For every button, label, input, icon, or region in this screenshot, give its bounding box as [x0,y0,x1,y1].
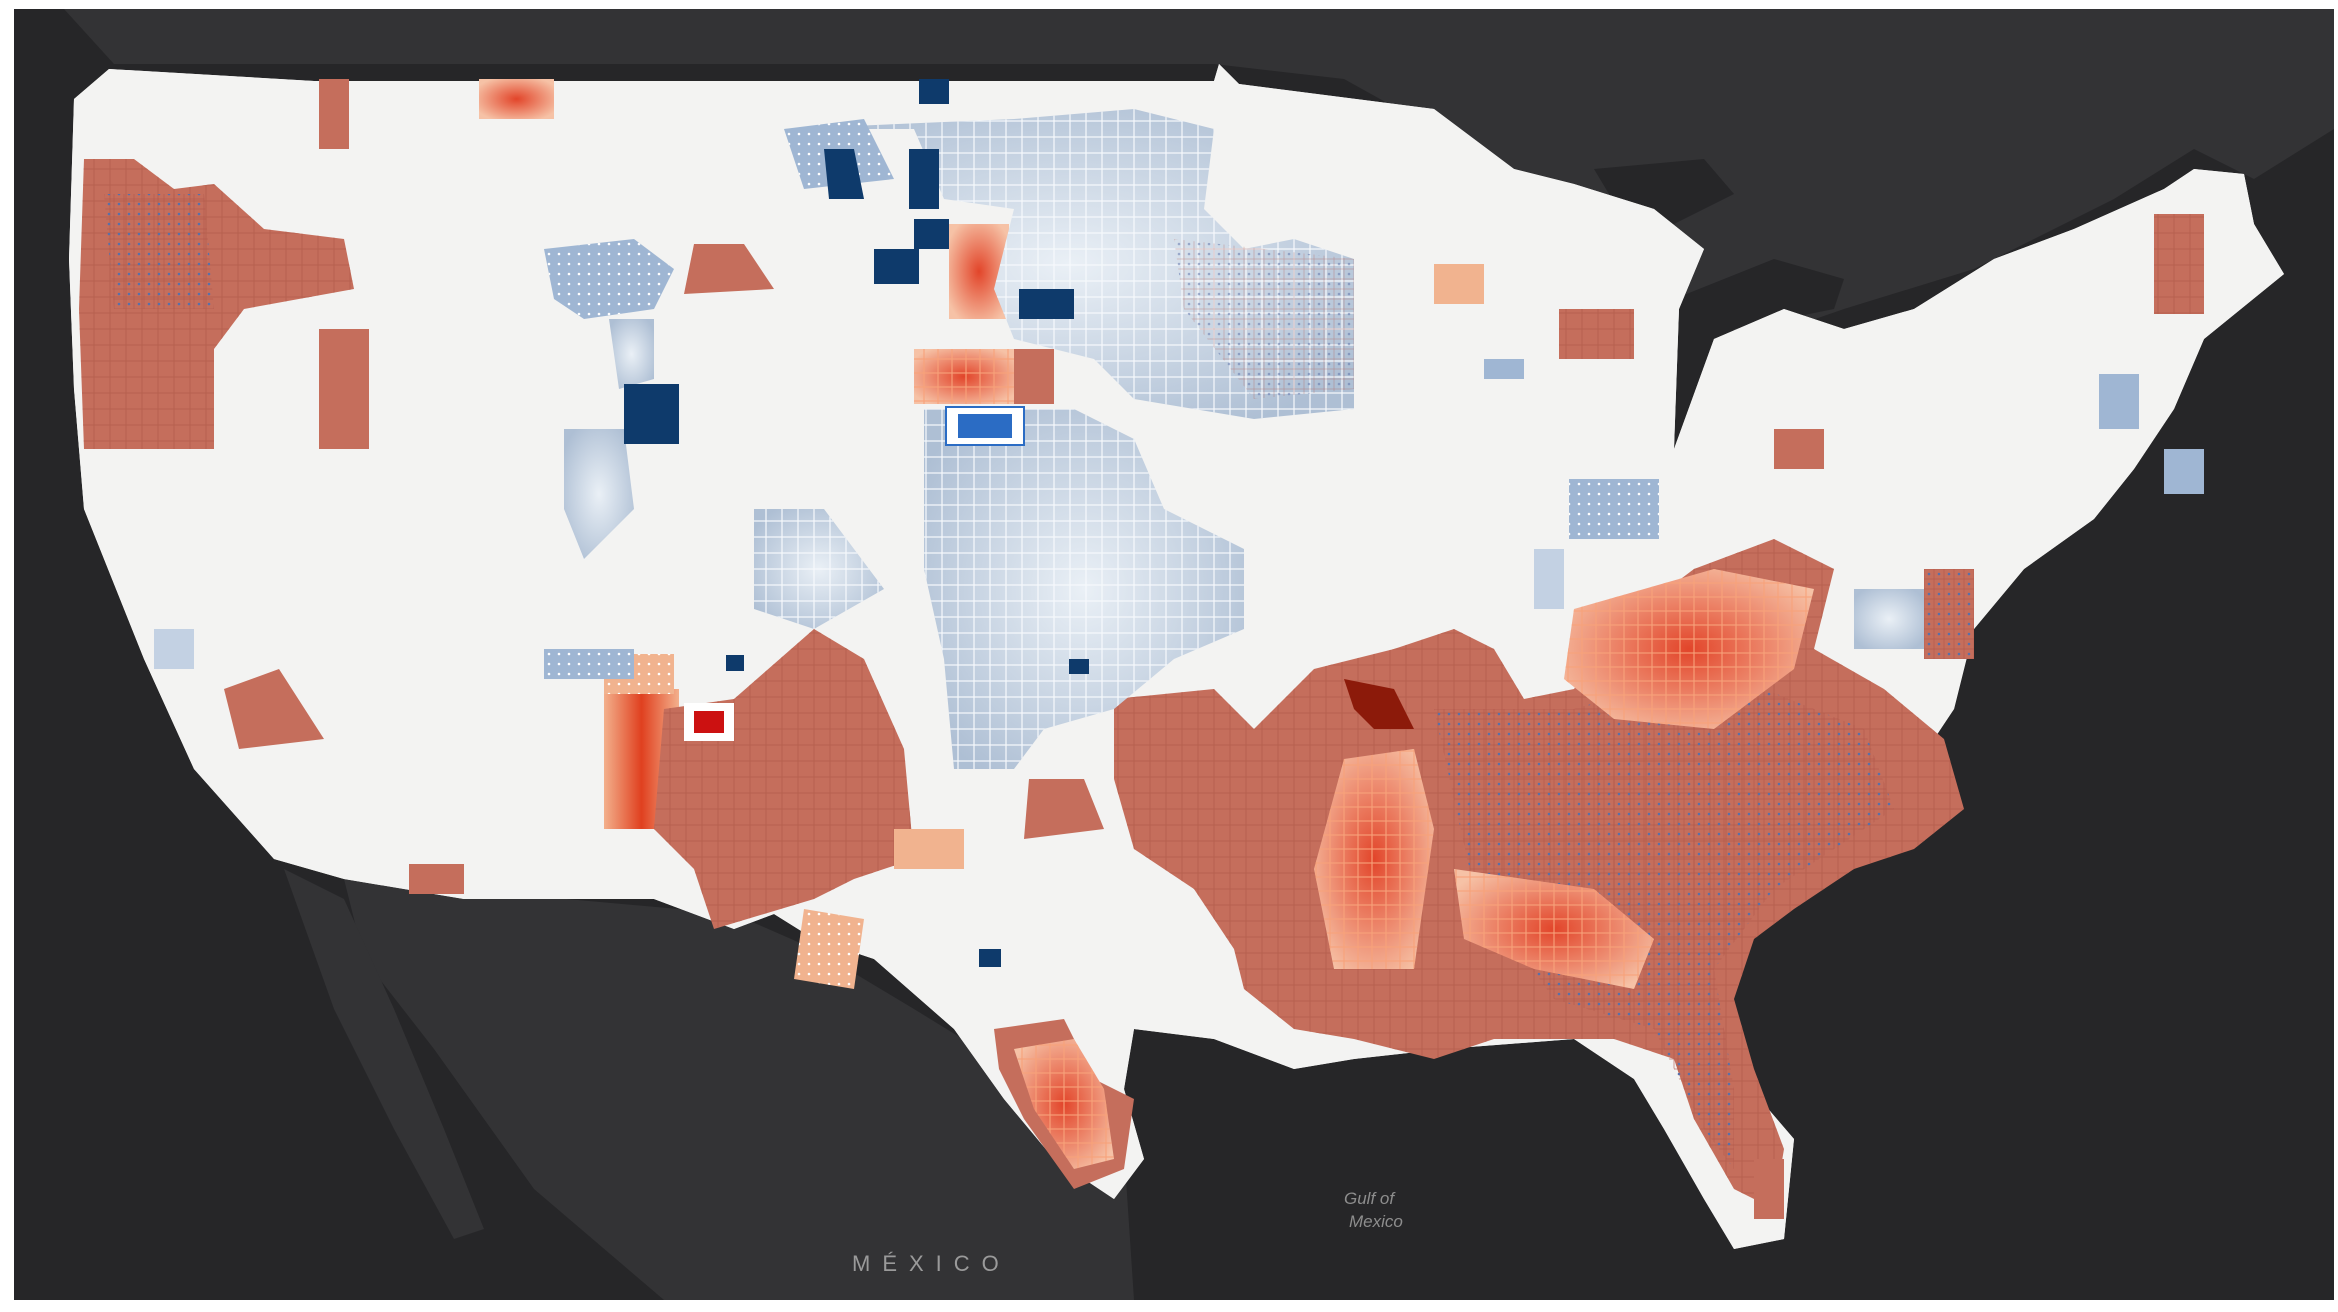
cold-regions [154,79,2204,967]
highlight-county-blue-fill [958,414,1012,438]
gulf-label-line1: Gulf of [1344,1189,1396,1208]
gulf-label-line2: Mexico [1349,1212,1403,1231]
highlight-county-red-fill [694,711,724,733]
basemap-mexico [344,879,1134,1300]
country-label-mexico: MÉXICO [852,1251,1011,1276]
basemap-baja [284,869,484,1239]
choropleth-map[interactable]: MÉXICO Gulf of Mexico [14,9,2334,1300]
